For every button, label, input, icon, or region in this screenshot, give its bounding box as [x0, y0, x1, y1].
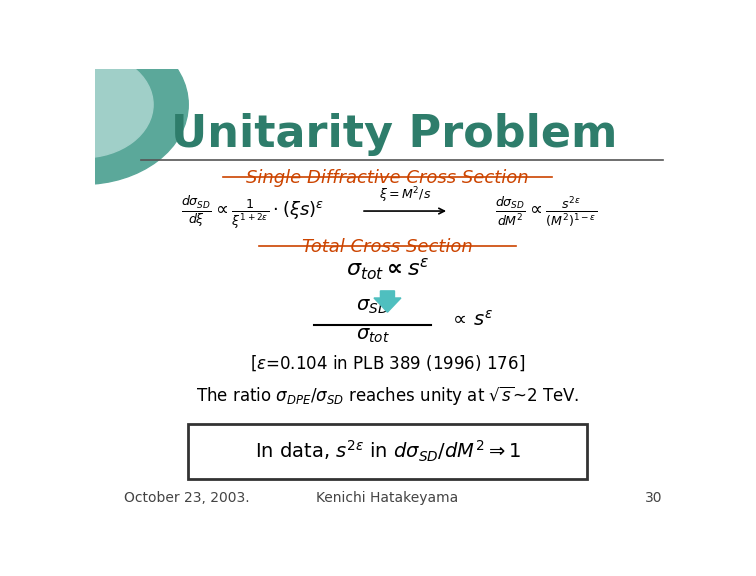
- Text: October 23, 2003.: October 23, 2003.: [124, 491, 249, 505]
- Text: In data, $s^{2\varepsilon}$ in $d\sigma_{SD}/dM^2 \Rightarrow 1$: In data, $s^{2\varepsilon}$ in $d\sigma_…: [255, 439, 520, 464]
- Circle shape: [13, 51, 153, 158]
- Text: $\boldsymbol{\sigma_{tot} \propto s^{\varepsilon}}$: $\boldsymbol{\sigma_{tot} \propto s^{\va…: [345, 256, 429, 282]
- Text: $\frac{d\sigma_{SD}}{dM^2} \propto \frac{s^{2\varepsilon}}{(M^2)^{1-\varepsilon}: $\frac{d\sigma_{SD}}{dM^2} \propto \frac…: [494, 194, 596, 228]
- Text: $\frac{d\sigma_{SD}}{d\xi} \propto \frac{1}{\xi^{1+2\varepsilon}} \cdot (\xi s)^: $\frac{d\sigma_{SD}}{d\xi} \propto \frac…: [181, 194, 324, 230]
- Text: Single Diffractive Cross Section: Single Diffractive Cross Section: [246, 169, 528, 187]
- FancyArrow shape: [374, 291, 401, 312]
- Text: The ratio $\sigma_{DPE}/\sigma_{SD}$ reaches unity at $\sqrt{s}$~2 TeV.: The ratio $\sigma_{DPE}/\sigma_{SD}$ rea…: [196, 384, 579, 407]
- Text: $\propto\, \boldsymbol{s^{\varepsilon}}$: $\propto\, \boldsymbol{s^{\varepsilon}}$: [449, 309, 494, 329]
- Text: [$\varepsilon$=0.104 in PLB 389 (1996) 176]: [$\varepsilon$=0.104 in PLB 389 (1996) 1…: [250, 354, 525, 373]
- Text: $\sigma_{SD}$: $\sigma_{SD}$: [356, 297, 389, 316]
- Text: Total Cross Section: Total Cross Section: [302, 238, 472, 256]
- Text: $\xi=M^2/s$: $\xi=M^2/s$: [379, 185, 431, 205]
- FancyBboxPatch shape: [188, 424, 587, 479]
- Text: $\sigma_{tot}$: $\sigma_{tot}$: [356, 327, 389, 346]
- Text: Unitarity Problem: Unitarity Problem: [171, 113, 617, 157]
- Circle shape: [0, 25, 188, 184]
- Text: Kenichi Hatakeyama: Kenichi Hatakeyama: [316, 491, 459, 505]
- Text: 30: 30: [646, 491, 663, 505]
